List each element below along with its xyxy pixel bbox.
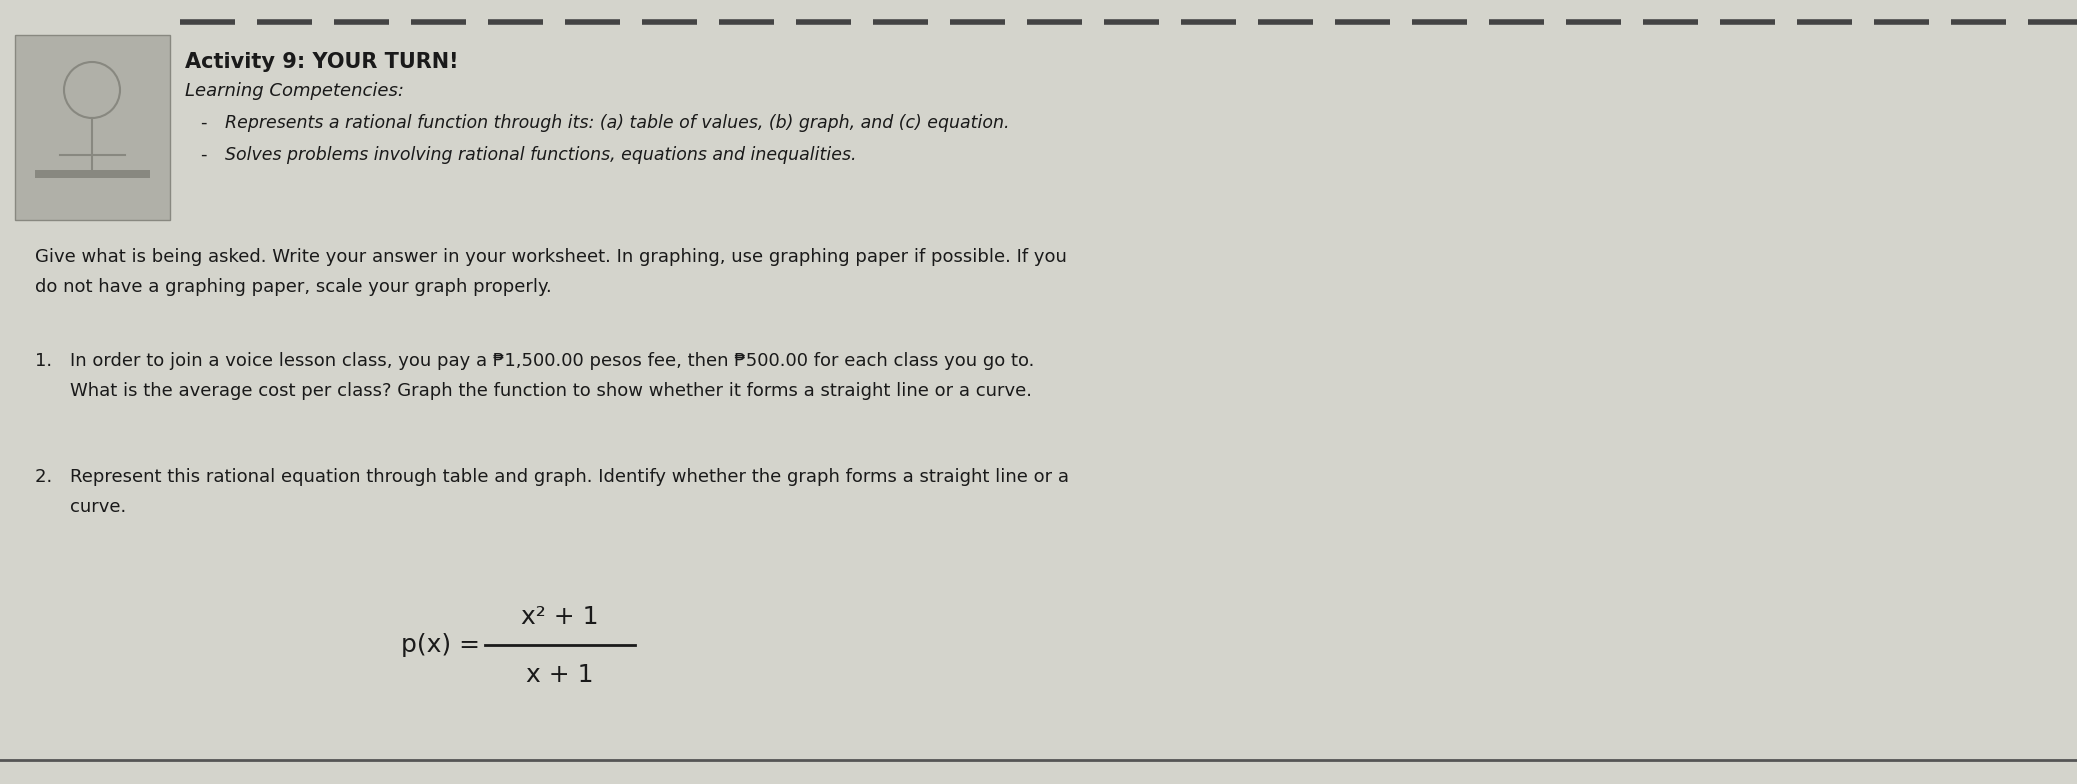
Text: Solves problems involving rational functions, equations and inequalities.: Solves problems involving rational funct… — [224, 146, 856, 164]
Text: -: - — [199, 146, 206, 164]
Text: Represent this rational equation through table and graph. Identify whether the g: Represent this rational equation through… — [71, 468, 1070, 486]
Text: In order to join a voice lesson class, you pay a ₱1,500.00 pesos fee, then ₱500.: In order to join a voice lesson class, y… — [71, 352, 1034, 370]
Text: Represents a rational function through its: (a) table of values, (b) graph, and : Represents a rational function through i… — [224, 114, 1009, 132]
Text: 1.: 1. — [35, 352, 58, 370]
Text: x² + 1: x² + 1 — [521, 605, 598, 629]
Text: Activity 9: YOUR TURN!: Activity 9: YOUR TURN! — [185, 52, 459, 72]
Text: p(x) =: p(x) = — [401, 633, 480, 657]
Bar — [35, 170, 150, 178]
Text: Give what is being asked. Write your answer in your worksheet. In graphing, use : Give what is being asked. Write your ans… — [35, 248, 1068, 266]
Text: do not have a graphing paper, scale your graph properly.: do not have a graphing paper, scale your… — [35, 278, 552, 296]
Text: x + 1: x + 1 — [525, 663, 594, 687]
Text: 2.: 2. — [35, 468, 58, 486]
Text: What is the average cost per class? Graph the function to show whether it forms : What is the average cost per class? Grap… — [71, 382, 1032, 400]
Text: -: - — [199, 114, 206, 132]
Text: curve.: curve. — [71, 498, 127, 516]
Bar — [15, 35, 170, 220]
Text: Learning Competencies:: Learning Competencies: — [185, 82, 405, 100]
